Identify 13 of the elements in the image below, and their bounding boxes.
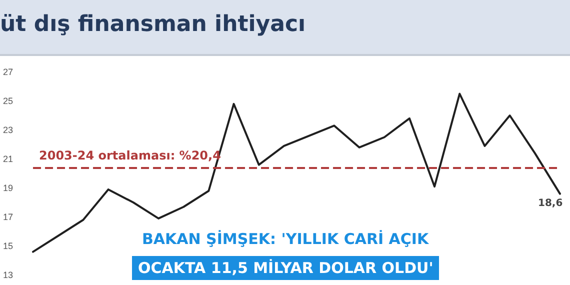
y-tick-label: 25 [2, 96, 14, 106]
y-tick-label: 19 [2, 183, 14, 193]
y-tick-label: 17 [2, 212, 14, 222]
y-tick-label: 21 [2, 154, 14, 164]
y-tick-label: 23 [2, 125, 14, 135]
chart-title: üt dış finansman ihtiyacı [0, 12, 306, 37]
annotation: 18,6 [538, 198, 563, 209]
y-tick-label: 13 [2, 270, 14, 280]
line-series [32, 92, 561, 253]
annotation: OCAKTA 11,5 MİLYAR DOLAR OLDU' [132, 256, 440, 280]
y-tick-label: 27 [2, 67, 14, 77]
y-tick-label: 15 [2, 241, 14, 251]
annotation: BAKAN ŞİMŞEK: 'YILLIK CARİ AÇIK [138, 229, 433, 249]
